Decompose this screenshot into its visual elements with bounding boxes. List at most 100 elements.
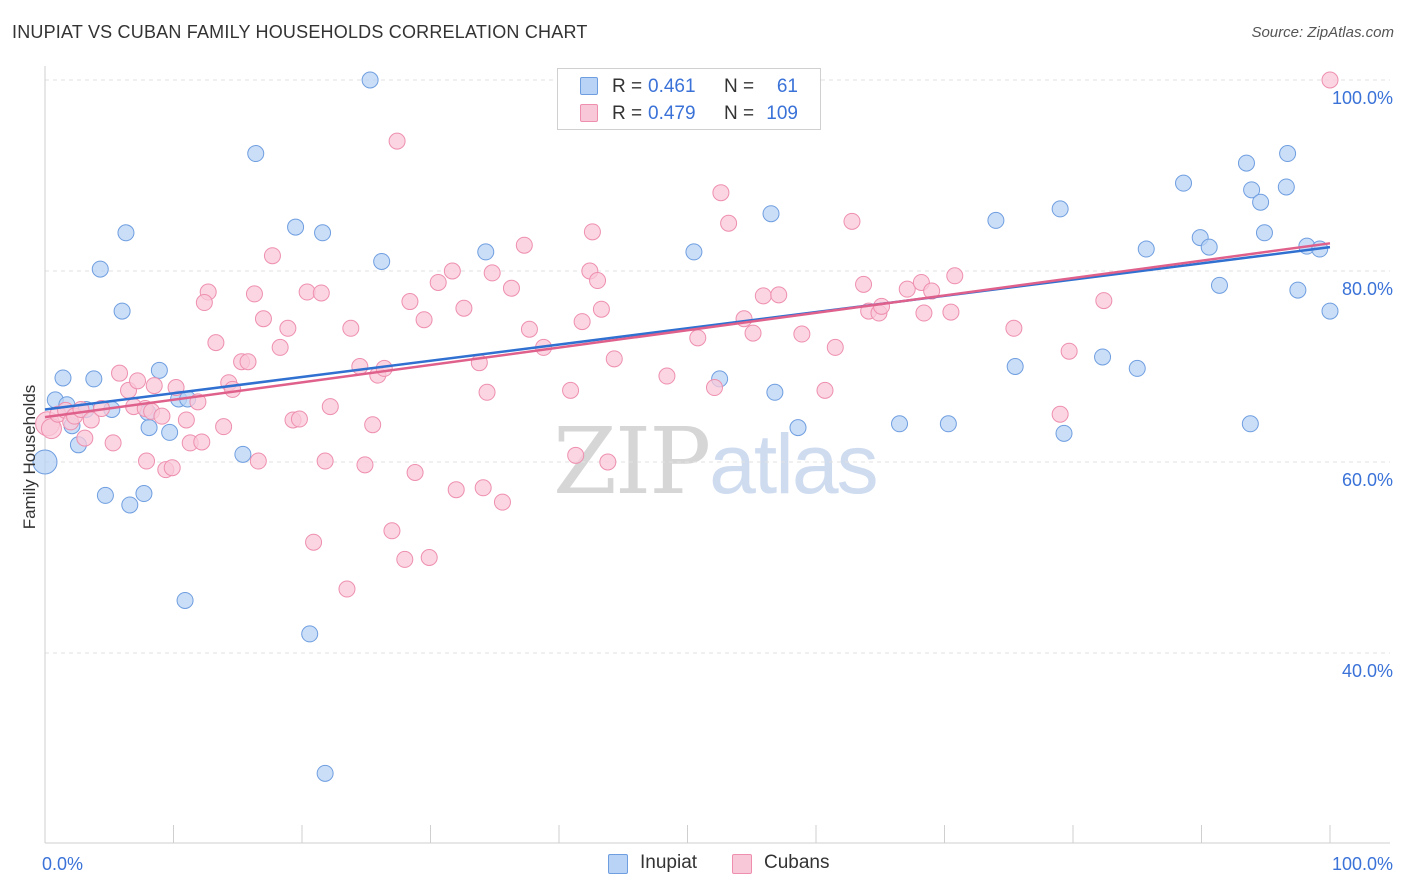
data-point-cubans bbox=[342, 319, 360, 337]
data-point-inupiat bbox=[1055, 424, 1073, 442]
data-point-inupiat bbox=[234, 445, 252, 463]
data-point-cubans bbox=[145, 377, 163, 395]
data-point-inupiat bbox=[1237, 154, 1255, 172]
data-point-inupiat bbox=[1279, 145, 1297, 163]
data-point-cubans bbox=[720, 214, 738, 232]
data-point-cubans bbox=[195, 294, 213, 312]
series-cubans bbox=[35, 71, 1339, 598]
data-point-cubans bbox=[396, 550, 414, 568]
data-point-inupiat bbox=[176, 591, 194, 609]
y-axis-title: Family Households bbox=[20, 385, 39, 530]
data-point-cubans bbox=[567, 446, 585, 464]
data-point-cubans bbox=[338, 580, 356, 598]
y-tick-label: 60.0% bbox=[1342, 470, 1393, 490]
data-point-cubans bbox=[429, 273, 447, 291]
data-point-cubans bbox=[1095, 292, 1113, 310]
data-point-cubans bbox=[298, 283, 316, 301]
data-point-inupiat bbox=[314, 224, 332, 242]
data-point-cubans bbox=[163, 459, 181, 477]
data-point-inupiat bbox=[85, 370, 103, 388]
data-point-inupiat bbox=[96, 486, 114, 504]
data-point-cubans bbox=[478, 383, 496, 401]
data-point-inupiat bbox=[766, 383, 784, 401]
data-point-cubans bbox=[290, 410, 308, 428]
data-point-cubans bbox=[177, 411, 195, 429]
data-point-inupiat bbox=[1137, 240, 1155, 258]
data-point-cubans bbox=[406, 464, 424, 482]
data-point-cubans bbox=[239, 353, 257, 371]
n-value: 109 bbox=[766, 103, 798, 124]
data-point-cubans bbox=[898, 280, 916, 298]
inupiat-swatch bbox=[580, 77, 598, 95]
data-point-cubans bbox=[388, 132, 406, 150]
data-point-cubans bbox=[942, 303, 960, 321]
data-point-cubans bbox=[502, 279, 520, 297]
y-tick-label: 100.0% bbox=[1332, 88, 1393, 108]
data-point-cubans bbox=[816, 381, 834, 399]
data-point-inupiat bbox=[1128, 359, 1146, 377]
data-point-cubans bbox=[455, 299, 473, 317]
data-point-cubans bbox=[658, 367, 676, 385]
chart-title: INUPIAT VS CUBAN FAMILY HOUSEHOLDS CORRE… bbox=[12, 22, 588, 42]
data-point-cubans bbox=[263, 247, 281, 265]
data-point-inupiat bbox=[301, 625, 319, 643]
data-point-inupiat bbox=[762, 205, 780, 223]
legend-label: Inupiat bbox=[640, 852, 698, 873]
data-point-inupiat bbox=[150, 361, 168, 379]
data-point-cubans bbox=[744, 324, 762, 342]
data-point-cubans bbox=[312, 284, 330, 302]
cubans-swatch bbox=[580, 104, 598, 122]
data-point-cubans bbox=[321, 398, 339, 416]
data-point-cubans bbox=[443, 262, 461, 280]
data-point-inupiat bbox=[32, 449, 58, 475]
data-point-inupiat bbox=[54, 369, 72, 387]
data-point-cubans bbox=[305, 533, 323, 551]
n-label: N = bbox=[724, 76, 755, 97]
data-point-cubans bbox=[754, 287, 772, 305]
data-point-cubans bbox=[245, 285, 263, 303]
data-point-inupiat bbox=[121, 496, 139, 514]
data-point-inupiat bbox=[891, 415, 909, 433]
data-point-inupiat bbox=[1200, 238, 1218, 256]
data-point-inupiat bbox=[1210, 276, 1228, 294]
data-point-cubans bbox=[138, 452, 156, 470]
data-point-cubans bbox=[356, 456, 374, 474]
data-point-cubans bbox=[383, 522, 401, 540]
data-point-cubans bbox=[562, 381, 580, 399]
data-point-cubans bbox=[129, 372, 147, 390]
data-point-inupiat bbox=[685, 243, 703, 261]
data-point-cubans bbox=[483, 264, 501, 282]
data-point-inupiat bbox=[1094, 348, 1112, 366]
r-label: R = bbox=[612, 103, 643, 124]
data-point-inupiat bbox=[91, 260, 109, 278]
data-point-cubans bbox=[770, 286, 788, 304]
r-value: 0.479 bbox=[648, 103, 696, 124]
data-point-cubans bbox=[316, 452, 334, 470]
y-tick-label: 80.0% bbox=[1342, 279, 1393, 299]
data-point-cubans bbox=[915, 304, 933, 322]
x-tick-label: 0.0% bbox=[42, 854, 83, 874]
data-point-cubans bbox=[104, 434, 122, 452]
labels-layer: 100.0% 80.0% 60.0% 40.0% 0.0% 100.0% Family Ho… bbox=[20, 88, 1393, 874]
data-point-inupiat bbox=[1241, 415, 1259, 433]
data-point-inupiat bbox=[1051, 200, 1069, 218]
data-point-cubans bbox=[474, 479, 492, 497]
data-point-cubans bbox=[923, 282, 941, 300]
data-point-cubans bbox=[420, 549, 438, 566]
data-point-cubans bbox=[599, 453, 617, 471]
source-label: Source: ZipAtlas.com bbox=[1251, 24, 1394, 41]
data-point-cubans bbox=[447, 481, 465, 499]
data-point-cubans bbox=[493, 493, 511, 511]
r-value: 0.461 bbox=[648, 76, 696, 97]
data-point-cubans bbox=[1051, 405, 1069, 423]
data-point-inupiat bbox=[113, 302, 131, 320]
data-point-inupiat bbox=[316, 764, 334, 782]
trend-line-inupiat bbox=[44, 245, 1331, 411]
data-point-cubans bbox=[111, 364, 129, 382]
data-point-inupiat bbox=[161, 423, 179, 441]
data-point-inupiat bbox=[1252, 193, 1270, 211]
data-point-inupiat bbox=[477, 243, 495, 261]
data-point-cubans bbox=[1321, 71, 1339, 89]
data-point-cubans bbox=[193, 433, 211, 451]
data-point-cubans bbox=[843, 212, 861, 230]
